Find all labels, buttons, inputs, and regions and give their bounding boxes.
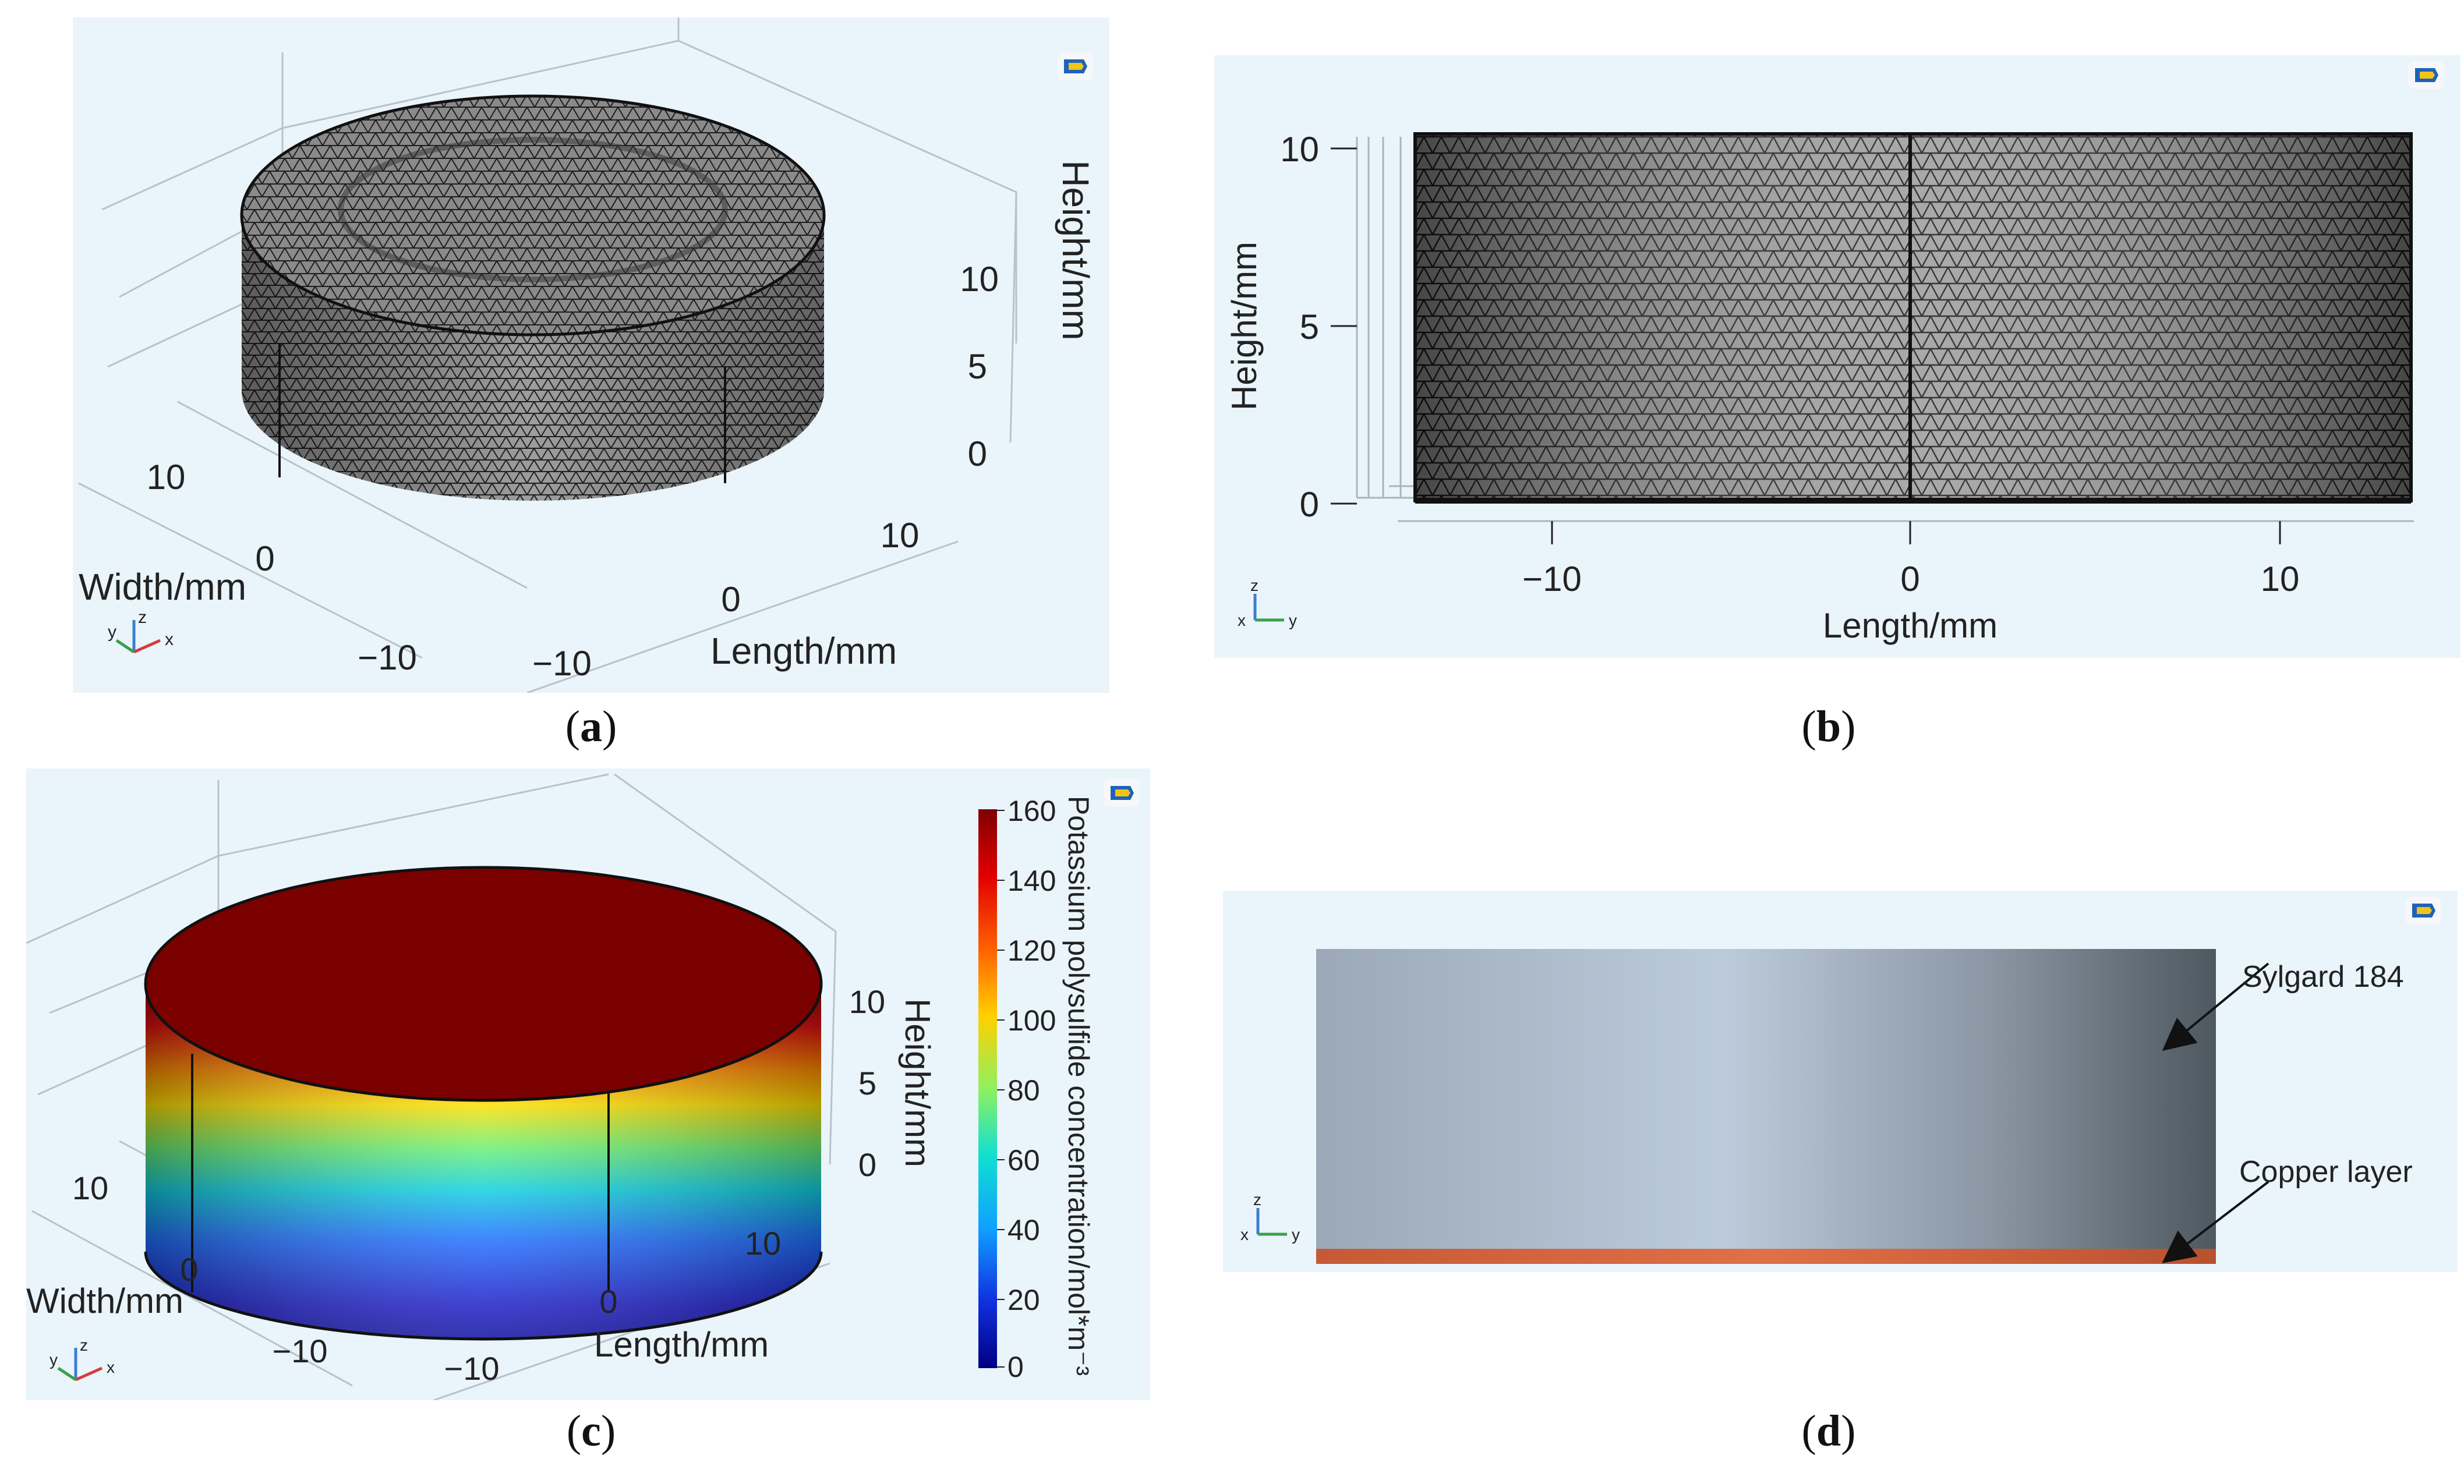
length-axis-label: Length/mm (710, 630, 897, 672)
colorbar-tick: 20 (1007, 1284, 1040, 1316)
length-tick: −10 (444, 1350, 500, 1387)
width-tick: 0 (180, 1251, 198, 1288)
copper-label: Copper layer (2239, 1155, 2413, 1189)
cylinder-top (144, 866, 823, 1102)
panel-a-mesh-3d: Height/mm 10 5 0 10 0 −10 10 0 −10 Width… (73, 17, 1109, 693)
comsol-logo-icon (1057, 52, 1093, 80)
height-tick: 5 (1300, 307, 1319, 346)
comsol-logo-icon (2408, 61, 2444, 89)
height-tick: 5 (858, 1065, 876, 1102)
svg-text:x: x (165, 630, 174, 649)
height-tick: 0 (968, 434, 987, 473)
width-axis-label: Width/mm (26, 1281, 183, 1320)
colorbar-ticks (997, 810, 1005, 1368)
colorbar (978, 809, 997, 1368)
svg-text:z: z (138, 608, 147, 627)
height-tick: 5 (968, 347, 987, 386)
length-tick: −10 (532, 644, 592, 683)
axis-triad-icon: y z x (50, 1336, 115, 1382)
height-axis-label: Height/mm (1225, 242, 1264, 410)
caption-d: (d) (1801, 1407, 1856, 1455)
svg-text:z: z (1250, 576, 1258, 594)
caption-a: (a) (565, 702, 617, 751)
colorbar-tick: 100 (1007, 1004, 1056, 1037)
sylgard-layer (1316, 949, 2216, 1249)
width-axis-label: Width/mm (79, 566, 246, 608)
colorbar-tick: 160 (1007, 795, 1056, 827)
width-tick: −10 (358, 638, 417, 677)
svg-text:y: y (1292, 1226, 1300, 1244)
colorbar-tick: 120 (1007, 934, 1056, 967)
length-tick: 10 (2261, 559, 2300, 598)
height-tick: 0 (1300, 485, 1319, 524)
height-tick: 10 (1280, 130, 1319, 169)
width-tick: −10 (273, 1333, 328, 1369)
height-axis-label: Height/mm (1055, 160, 1097, 340)
height-tick: 10 (960, 260, 999, 299)
comsol-logo-icon (1104, 779, 1140, 807)
sylgard-label: Sylgard 184 (2242, 960, 2404, 994)
panel-c-concentration: Height/mm 10 5 0 10 0 −10 10 0 −10 Width… (26, 768, 1150, 1400)
comsol-logo-icon (2405, 897, 2441, 925)
svg-text:y: y (50, 1351, 58, 1369)
length-tick: 0 (599, 1283, 617, 1320)
colorbar-tick: 80 (1007, 1074, 1040, 1107)
cylinder-top (240, 94, 826, 337)
length-tick: −10 (1522, 559, 1582, 598)
colorbar-tick: 60 (1007, 1144, 1040, 1177)
length-tick: 10 (881, 516, 920, 555)
length-tick: 0 (721, 580, 740, 619)
axis-triad-icon: z x y (1240, 1191, 1300, 1244)
length-tick: 10 (745, 1225, 781, 1262)
colorbar-tick: 0 (1007, 1351, 1024, 1383)
caption-b: (b) (1801, 702, 1856, 751)
grid-box (78, 17, 1017, 693)
width-tick: 0 (255, 539, 274, 578)
svg-text:x: x (107, 1358, 115, 1376)
axis-triad-icon: z x y (1238, 576, 1297, 629)
svg-text:y: y (108, 622, 116, 642)
length-axis-label: Length/mm (1823, 606, 1998, 645)
caption-c: (c) (566, 1407, 616, 1455)
width-tick: 10 (147, 458, 186, 497)
height-axis-label: Height/mm (898, 998, 937, 1167)
panel-b-mesh-side: 10 5 0 Height/mm −10 0 10 Length/mm z x … (1214, 55, 2461, 658)
copper-layer (1316, 1249, 2216, 1264)
colorbar-title: Potassium polysulfide concentration/mol*… (1062, 796, 1095, 1376)
panel-d-layers: Sylgard 184 Copper layer z x y (1223, 891, 2458, 1272)
svg-text:z: z (80, 1336, 88, 1354)
svg-text:x: x (1240, 1226, 1249, 1244)
svg-text:z: z (1253, 1191, 1261, 1209)
length-tick: 0 (1900, 559, 1919, 598)
axis-triad-icon: y z x (108, 608, 174, 654)
colorbar-tick: 40 (1007, 1214, 1040, 1246)
svg-text:y: y (1289, 611, 1297, 629)
svg-text:x: x (1238, 611, 1246, 629)
height-tick: 10 (849, 983, 885, 1020)
colorbar-tick: 140 (1007, 865, 1056, 897)
height-tick: 0 (858, 1146, 876, 1183)
length-axis-label: Length/mm (594, 1325, 769, 1364)
width-tick: 10 (72, 1170, 108, 1206)
